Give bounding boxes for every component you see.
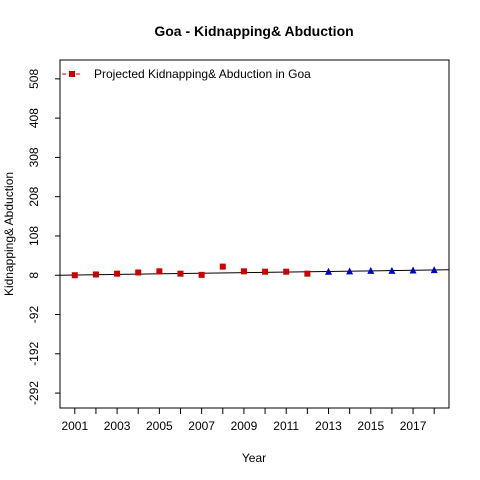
legend: Projected Kidnapping& Abduction in Goa — [62, 67, 311, 81]
y-tick-label: 308 — [27, 147, 41, 167]
y-tick-label: 108 — [27, 226, 41, 246]
data-point-projected — [388, 266, 396, 274]
data-point-actual — [262, 268, 269, 275]
legend-label: Projected Kidnapping& Abduction in Goa — [94, 67, 311, 81]
x-tick-label: 2005 — [146, 419, 173, 433]
data-point-actual — [198, 271, 205, 278]
x-tick-label: 2015 — [357, 419, 384, 433]
y-tick-label: 508 — [27, 69, 41, 89]
x-tick-label: 2003 — [104, 419, 131, 433]
data-point-projected — [430, 266, 438, 274]
data-point-actual — [219, 263, 226, 270]
data-point-actual — [92, 271, 99, 278]
x-tick-label: 2017 — [400, 419, 427, 433]
y-axis-label: Kidnapping& Abduction — [2, 172, 16, 296]
x-tick-label: 2007 — [188, 419, 215, 433]
chart-title: Goa - Kidnapping& Abduction — [154, 23, 353, 39]
data-point-actual — [135, 269, 142, 276]
trend-line — [59, 269, 450, 276]
y-tick-label: -92 — [27, 306, 41, 324]
data-point-actual — [240, 268, 247, 275]
data-point-actual — [304, 270, 311, 277]
data-point-actual — [71, 272, 78, 279]
y-tick-label: -292 — [27, 381, 41, 405]
x-axis-label: Year — [242, 451, 266, 465]
y-tick-label: 408 — [27, 108, 41, 128]
y-tick-label: -192 — [27, 341, 41, 365]
x-tick-label: 2011 — [273, 419, 299, 433]
y-tick-label: 208 — [27, 186, 41, 206]
y-axis: -292 -192 -92 8 108 208 308 408 508 — [27, 69, 60, 405]
legend-marker-swatch — [69, 71, 75, 77]
data-point-actual — [283, 268, 290, 275]
data-points — [71, 263, 438, 279]
x-tick-label: 2009 — [231, 419, 258, 433]
data-point-actual — [156, 268, 163, 275]
data-point-actual — [177, 270, 184, 277]
data-point-projected — [409, 266, 417, 274]
plot-area-frame — [59, 59, 450, 409]
data-point-projected — [346, 267, 354, 275]
data-point-projected — [324, 267, 332, 275]
x-axis: 2001 2003 2005 2007 2009 2011 2013 2015 2017 — [61, 408, 435, 433]
data-point-actual — [114, 270, 121, 277]
y-tick-label: 8 — [27, 272, 41, 279]
data-point-projected — [367, 266, 375, 274]
x-tick-label: 2001 — [61, 419, 88, 433]
x-tick-label: 2013 — [315, 419, 342, 433]
